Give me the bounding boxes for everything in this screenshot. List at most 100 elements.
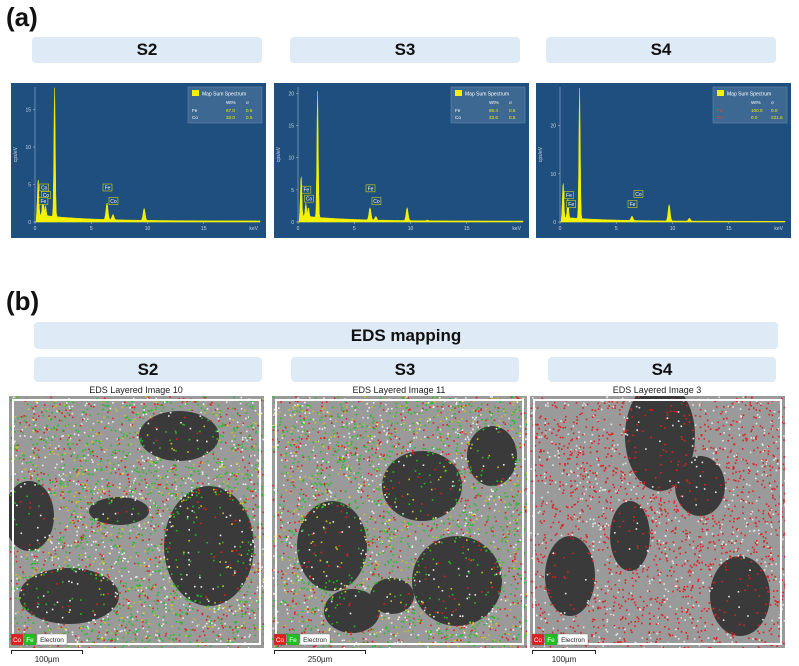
map-legend-chip	[36, 633, 68, 646]
y-tick-label: 0	[291, 220, 294, 226]
peak-annotation: Fe	[303, 188, 309, 194]
legend-title: Map Sum Spectrum	[202, 92, 246, 98]
pore-region	[625, 396, 695, 491]
peak-annotation: Fe	[568, 202, 574, 208]
map-legend-label: Fe	[26, 637, 34, 644]
y-tick-label: 10	[25, 145, 31, 151]
peak-annotation: Fe	[630, 202, 636, 208]
map-title-s4: EDS Layered Image 3	[612, 385, 702, 395]
legend-row-wt: 33.0	[226, 115, 235, 120]
map-legend-chip	[286, 633, 300, 646]
legend-row-sigma: 0.5	[246, 108, 253, 113]
eds-map-svg-s2: Co Fe Electron	[9, 396, 264, 648]
legend-row-element: Co	[717, 115, 723, 120]
map-legend-label: Co	[534, 637, 543, 644]
peak-annotation: Co	[306, 197, 313, 203]
legend-row-sigma: 0.5	[509, 108, 516, 113]
pore-region	[610, 501, 650, 571]
map-title-s3: EDS Layered Image 11	[352, 385, 446, 395]
legend-row-element: Co	[455, 115, 461, 120]
legend-col-wt: Wt%	[489, 100, 499, 105]
eds-mapping-title: EDS mapping	[34, 322, 778, 349]
legend-swatch	[717, 90, 724, 96]
x-tick-label: 0	[34, 226, 37, 232]
x-tick-label: 5	[353, 226, 356, 232]
eds-map-s2: Co Fe Electron	[9, 396, 264, 648]
legend-swatch	[455, 90, 462, 96]
peak-annotation-box	[564, 191, 574, 199]
eds-map-s3: Co Fe Electron	[272, 396, 527, 648]
peak-annotation-box	[633, 190, 644, 198]
y-tick-label: 5	[291, 188, 294, 194]
spectrum-svg-s3: 0 5 10 15 20 0 5 10 15 keV cps/eV Fe Co Fe Co Map Sum S…	[276, 86, 526, 232]
spectrum-chart-s3: 0 5 10 15 20 0 5 10 15 keV cps/eV Fe Co Fe Co Map Sum S…	[274, 83, 529, 238]
peak-annotation-box	[566, 200, 576, 208]
pore-region	[139, 411, 219, 461]
pore-region	[164, 486, 254, 606]
eds-map-svg-s4: Co Fe Electron	[530, 396, 785, 648]
y-tick-label: 0	[553, 220, 556, 226]
pore-region	[545, 536, 595, 616]
x-tick-label: 0	[297, 226, 300, 232]
legend-row-sigma: 231.6	[771, 115, 783, 120]
map-frame	[12, 399, 261, 645]
x-tick-label: 15	[464, 226, 470, 232]
legend-box	[450, 86, 526, 124]
pore-region	[324, 589, 380, 633]
legend-row-wt: 33.6	[489, 115, 498, 120]
spectrum-chart-s2: 0 5 10 15 0 5 10 15 keV cps/eV Co Co Fe Fe Co Map Sum S…	[11, 83, 266, 238]
peak-annotation: Co	[41, 186, 48, 192]
legend-col-sigma: σ	[771, 100, 774, 105]
legend-row-wt: 0.0	[751, 115, 758, 120]
map-title-s2: EDS Layered Image 10	[89, 385, 183, 395]
y-tick-label: 10	[550, 172, 556, 178]
scalebar-label-s2: 100µm	[34, 655, 60, 664]
peak-annotation-box	[371, 197, 382, 205]
peak-annotation: Fe	[105, 186, 111, 192]
y-tick-label: 20	[288, 91, 294, 97]
x-tick-label: 10	[408, 226, 414, 232]
x-tick-label: 5	[90, 226, 93, 232]
spectrum-series	[34, 87, 261, 223]
map-legend-label: Electron	[561, 637, 585, 644]
map-header-s4: S4	[548, 357, 776, 382]
panel-b-label: (b)	[6, 286, 40, 316]
scalebar-s3: 250µm	[274, 650, 366, 664]
x-tick-label: 15	[201, 226, 207, 232]
peak-annotation-box	[38, 197, 49, 205]
peak-annotation: Fe	[40, 199, 46, 205]
map-header-s2: S2	[34, 357, 262, 382]
eds-map-svg-s3: Co Fe Electron	[272, 396, 527, 648]
x-tick-label: 10	[670, 226, 676, 232]
y-tick-label: 20	[550, 124, 556, 130]
pore-region	[467, 426, 517, 486]
peak-annotation-box	[304, 194, 314, 203]
spectrum-header-s3: S3	[290, 37, 520, 63]
legend-col-wt: Wt%	[226, 100, 236, 105]
map-legend-label: Co	[13, 637, 22, 644]
legend-row-sigma: 0.5	[509, 115, 516, 120]
eds-map-s4: Co Fe Electron	[530, 396, 785, 648]
map-legend-label: Electron	[303, 637, 327, 644]
legend-row-sigma: 0.0	[771, 108, 778, 113]
legend-row-element: Co	[192, 115, 198, 120]
x-tick-label: 10	[145, 226, 151, 232]
map-frame	[533, 399, 782, 645]
pore-region	[710, 556, 770, 636]
legend-row-element: Fe	[717, 108, 723, 113]
peak-annotation-box	[108, 197, 119, 205]
pore-region	[297, 501, 367, 591]
map-legend-label: Electron	[40, 637, 64, 644]
y-tick-label: 10	[288, 156, 294, 162]
x-tick-label: 15	[726, 226, 732, 232]
y-axis-label: cps/eV	[13, 146, 19, 162]
pore-region	[19, 568, 119, 624]
pore-region	[9, 481, 54, 551]
legend-row-element: Fe	[455, 108, 461, 113]
legend-row-sigma: 0.5	[246, 115, 253, 120]
legend-row-wt: 66.4	[489, 108, 498, 113]
spectrum-chart-s4: 0 10 20 0 5 10 15 keV cps/eV Fe Fe Co Fe Map Sum Spec…	[536, 83, 791, 238]
peak-annotation: Fe	[566, 193, 572, 199]
peak-annotation-box	[39, 183, 50, 192]
